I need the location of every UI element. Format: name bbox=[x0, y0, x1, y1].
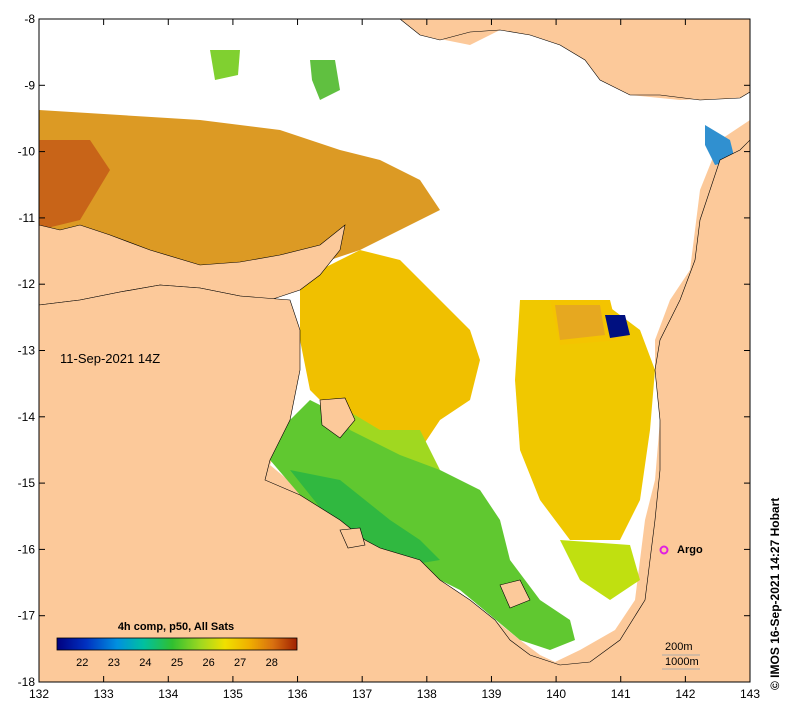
lon-tick-label: 137 bbox=[352, 687, 372, 701]
lon-tick-label: 134 bbox=[158, 687, 178, 701]
lat-tick-label: -14 bbox=[18, 410, 36, 424]
lat-tick-label: -8 bbox=[24, 12, 35, 26]
longitude-axis: 132 133 134 135 136 137 138 139 140 141 142 143 bbox=[29, 19, 760, 701]
lat-tick-label: -12 bbox=[18, 277, 36, 291]
contour-200m-label: 200m bbox=[665, 641, 693, 653]
legend-tick-label: 24 bbox=[139, 657, 151, 669]
lon-tick-label: 133 bbox=[94, 687, 114, 701]
legend-tick-label: 22 bbox=[76, 657, 88, 669]
lat-tick-label: -9 bbox=[24, 78, 35, 92]
latitude-axis: -8 -9 -10 -11 -12 -13 -14 -15 -16 -17 -18 bbox=[18, 12, 750, 689]
legend-tick-label: 26 bbox=[202, 657, 214, 669]
lat-tick-label: -10 bbox=[18, 145, 36, 159]
lat-tick-label: -11 bbox=[19, 211, 36, 225]
lon-tick-label: 135 bbox=[223, 687, 243, 701]
lat-tick-label: -18 bbox=[18, 675, 36, 689]
lon-tick-label: 132 bbox=[29, 687, 49, 701]
legend-tick-label: 23 bbox=[108, 657, 120, 669]
sst-hot-west bbox=[39, 140, 110, 230]
lat-tick-label: -16 bbox=[18, 542, 36, 556]
sst-gulf-green bbox=[270, 400, 575, 650]
sst-legend: 4h comp, p50, All Sats 22 23 24 25 26 27 28 bbox=[56, 621, 298, 669]
lon-tick-label: 136 bbox=[288, 687, 308, 701]
lon-tick-label: 143 bbox=[740, 687, 760, 701]
argo-float-marker[interactable] bbox=[659, 545, 669, 555]
lon-tick-label: 142 bbox=[675, 687, 695, 701]
legend-tick-label: 25 bbox=[171, 657, 183, 669]
lon-tick-label: 140 bbox=[546, 687, 566, 701]
lon-tick-label: 138 bbox=[417, 687, 437, 701]
legend-title: 4h comp, p50, All Sats bbox=[118, 621, 234, 633]
contour-1000m-label: 1000m bbox=[665, 656, 699, 668]
legend-tick-label: 27 bbox=[234, 657, 246, 669]
imos-credit: © IMOS 16-Sep-2021 14:27 Hobart bbox=[768, 498, 782, 690]
lon-tick-label: 141 bbox=[611, 687, 631, 701]
map-timestamp: 11-Sep-2021 14Z bbox=[60, 351, 160, 366]
lat-tick-label: -15 bbox=[18, 476, 36, 490]
legend-colorbar bbox=[56, 637, 298, 651]
lat-tick-label: -17 bbox=[18, 609, 36, 623]
argo-label: Argo bbox=[677, 544, 703, 556]
legend-tick-label: 28 bbox=[266, 657, 278, 669]
lon-tick-label: 139 bbox=[481, 687, 501, 701]
lat-tick-label: -13 bbox=[18, 344, 36, 358]
